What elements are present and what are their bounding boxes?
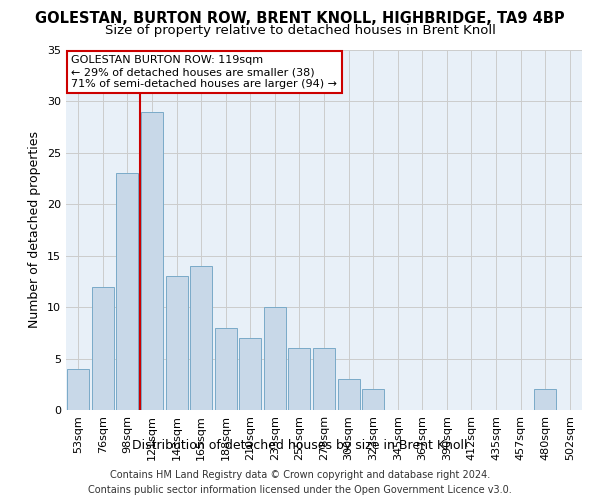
Text: GOLESTAN BURTON ROW: 119sqm
← 29% of detached houses are smaller (38)
71% of sem: GOLESTAN BURTON ROW: 119sqm ← 29% of det… [71,56,337,88]
Text: GOLESTAN, BURTON ROW, BRENT KNOLL, HIGHBRIDGE, TA9 4BP: GOLESTAN, BURTON ROW, BRENT KNOLL, HIGHB… [35,11,565,26]
Text: Size of property relative to detached houses in Brent Knoll: Size of property relative to detached ho… [104,24,496,37]
Bar [362,390,384,410]
Bar [289,348,310,410]
Bar [141,112,163,410]
Bar [190,266,212,410]
Y-axis label: Number of detached properties: Number of detached properties [28,132,41,328]
Bar [92,286,114,410]
Bar [166,276,188,410]
Bar [67,369,89,410]
Bar [534,390,556,410]
Text: Distribution of detached houses by size in Brent Knoll: Distribution of detached houses by size … [132,440,468,452]
Bar [215,328,237,410]
Bar [313,348,335,410]
Bar [116,174,139,410]
Bar [338,379,359,410]
Text: Contains public sector information licensed under the Open Government Licence v3: Contains public sector information licen… [88,485,512,495]
Text: Contains HM Land Registry data © Crown copyright and database right 2024.: Contains HM Land Registry data © Crown c… [110,470,490,480]
Bar [239,338,262,410]
Bar [264,307,286,410]
